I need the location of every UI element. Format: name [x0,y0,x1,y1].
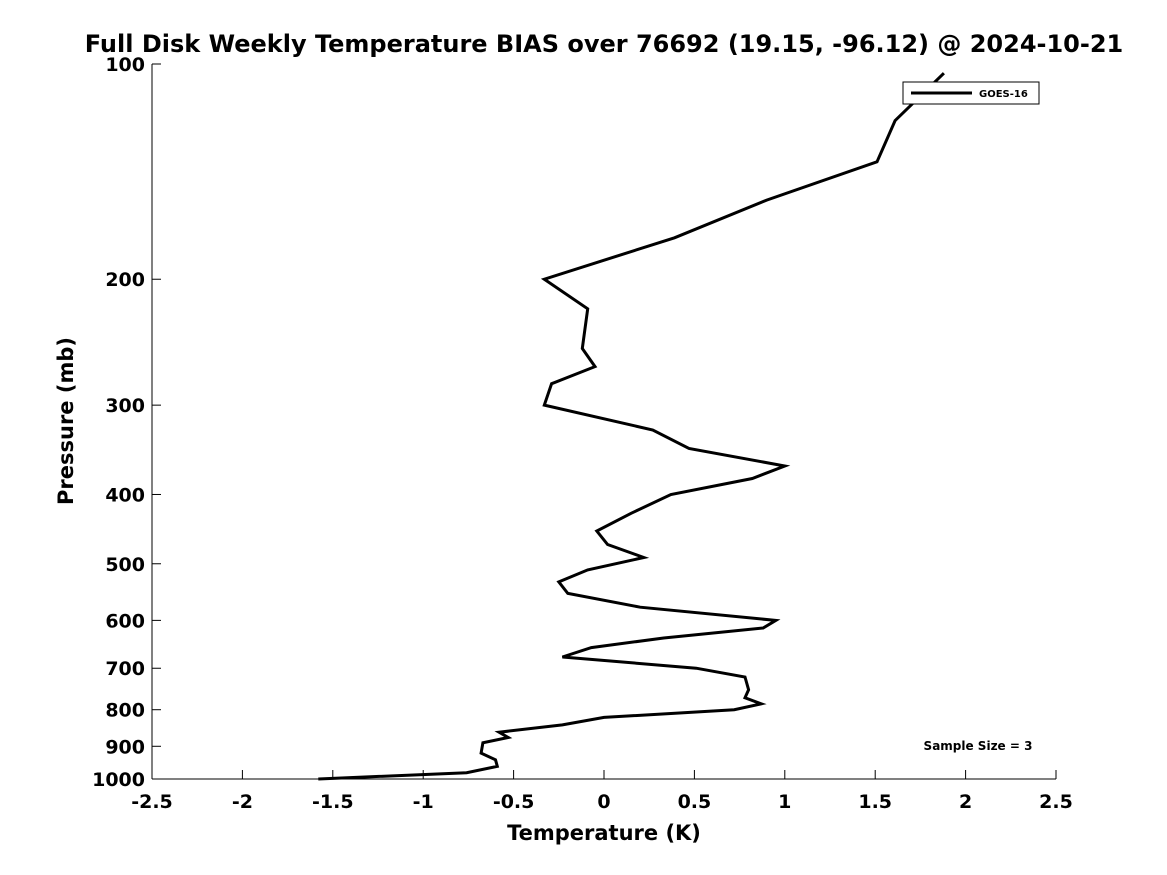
y-tick-label: 700 [105,658,145,680]
x-tick-label: -0.5 [493,791,535,813]
x-tick-label: -1.5 [312,791,354,813]
x-tick-label: 0 [597,791,610,813]
sample-size-annotation: Sample Size = 3 [924,739,1033,753]
x-tick-label: -2.5 [131,791,173,813]
x-tick-label: 2.5 [1039,791,1073,813]
y-tick-label: 800 [105,700,145,722]
legend-label-goes-16: GOES-16 [979,89,1028,100]
x-tick-label: 1.5 [858,791,892,813]
y-tick-label: 600 [105,610,145,632]
y-axis-label: Pressure (mb) [54,337,78,505]
x-ticks: -2.5 -2 -1.5 -1 -0.5 0 0.5 1 1.5 2 2.5 [131,770,1073,813]
x-tick-label: -2 [232,791,253,813]
y-tick-label: 900 [105,736,145,758]
y-tick-label: 400 [105,484,145,506]
y-tick-label: 500 [105,554,145,576]
y-tick-label: 1000 [92,769,145,791]
legend[interactable]: GOES-16 [902,81,1040,105]
axes [151,64,1056,780]
x-tick-label: 1 [778,791,791,813]
chart-title: Full Disk Weekly Temperature BIAS over 7… [85,30,1124,58]
y-tick-label: 100 [105,54,145,76]
x-axis-label: Temperature (K) [507,821,701,845]
x-tick-label: -1 [413,791,434,813]
y-tick-label: 200 [105,269,145,291]
x-tick-label: 0.5 [678,791,712,813]
y-tick-label: 300 [105,395,145,417]
x-tick-label: 2 [959,791,972,813]
y-ticks: 100 200 300 400 500 600 700 800 900 1000 [92,54,161,791]
series-group [318,72,945,781]
series-line-goes-16 [318,72,945,781]
